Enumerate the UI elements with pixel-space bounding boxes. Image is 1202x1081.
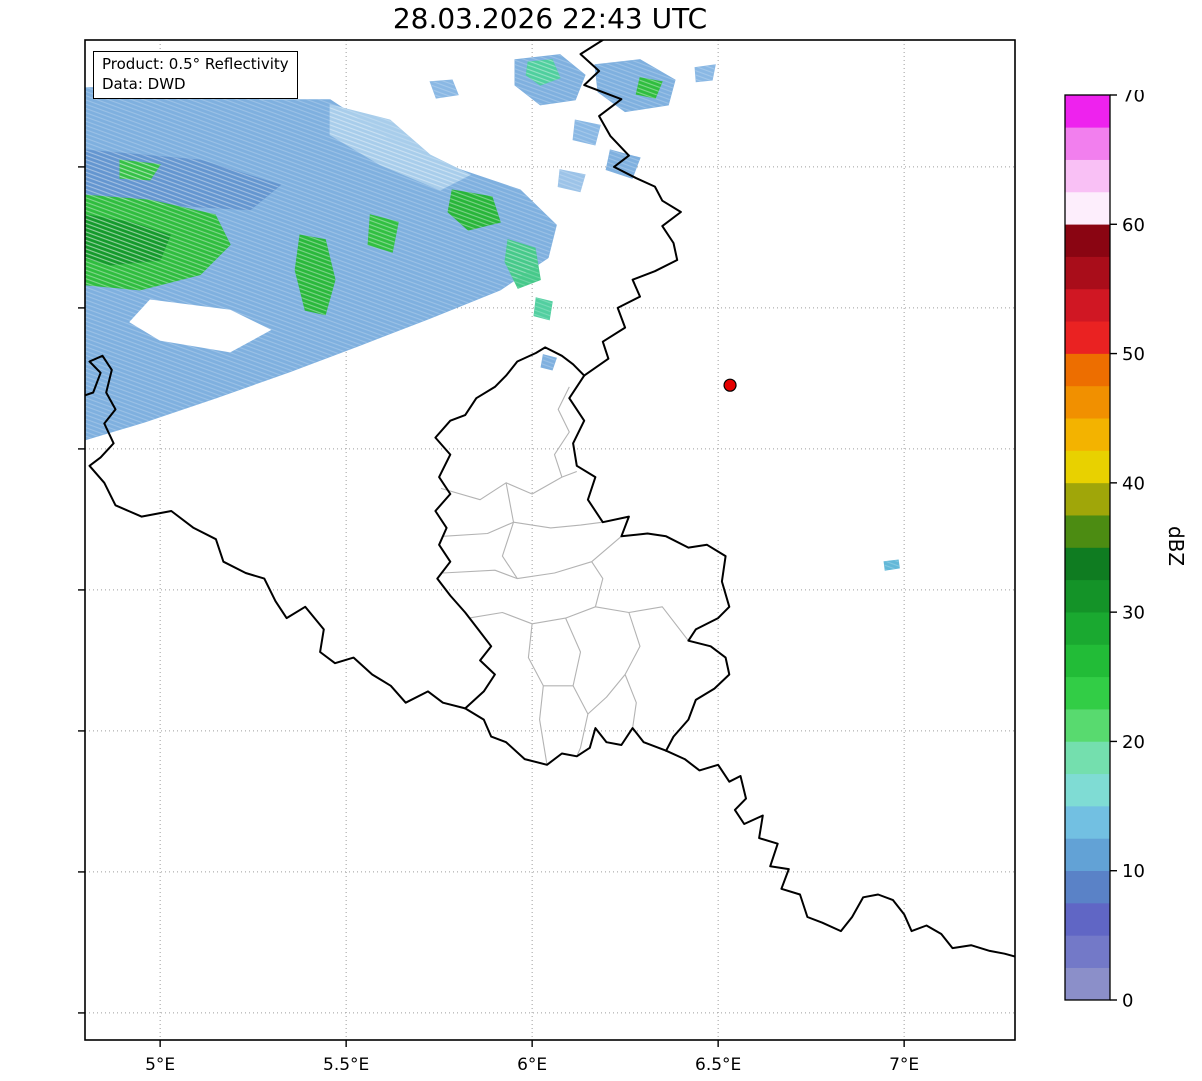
colorbar-band [1065,935,1110,968]
colorbar-tick-label: 60 [1122,215,1145,236]
colorbar-frame [1064,94,1111,1001]
colorbar-band [1065,223,1110,257]
colorbar-tick-label: 20 [1122,732,1145,753]
district-border [501,482,518,579]
x-tick-label: 6.5°E [695,1055,741,1075]
radar-echo-streak-texture [526,59,560,86]
x-tick-label: 6°E [517,1055,547,1075]
colorbar-band [1065,256,1110,290]
colorbar-band [1065,644,1110,678]
colorbar-band [1065,450,1110,484]
colorbar-band [1065,385,1110,419]
colorbar-band [1065,127,1110,160]
radar-echo-streak-texture [448,190,501,231]
radar-echo-streak-texture [85,214,171,265]
x-tick-label: 7°E [889,1055,919,1075]
radar-echo-streak-texture [595,59,675,112]
colorbar-tick-label: 10 [1122,861,1145,882]
district-border [442,535,622,580]
colorbar-band [1065,353,1110,387]
district-border [565,617,589,757]
national-border [568,374,731,752]
radar-echo-streak-texture [884,560,900,571]
district-border-layer [440,386,689,765]
radar-echo-streak-texture [368,214,399,253]
axis-ticks: 5°E5.5°E6°E6.5°E7°E49°N49.25°N49.5°N49.7… [78,166,919,1075]
colorbar-band [1065,191,1110,225]
colorbar-band [1065,579,1110,613]
colorbar-band [1065,482,1110,516]
colorbar-band [1065,902,1110,936]
radar-site-marker [723,378,737,392]
colorbar-band [1065,547,1110,581]
colorbar: 0 10 20 30 40 50 60 70 [1064,90,1145,1012]
radar-echo-streak-texture [120,160,161,180]
radar-echo-streak-texture [430,80,459,99]
district-border [442,521,603,537]
radar-echo-streak-texture [636,77,662,99]
colorbar-band [1065,967,1110,1001]
district-border [553,386,570,478]
national-border [85,354,467,710]
plot-frame [84,39,1016,1041]
colorbar-tick-label: 40 [1122,473,1145,494]
figure-title: 28.03.2026 22:43 UTC [392,2,708,35]
national-border [464,707,668,766]
colorbar-label: dBZ [1164,525,1188,567]
district-border [587,674,626,715]
colorbar-tick-label: 0 [1122,991,1133,1012]
district-border [591,561,604,607]
radar-echo-streak-texture [534,297,553,320]
colorbar-band [1065,514,1110,548]
radar-echo-layer [85,54,900,571]
colorbar-tick-label: 70 [1122,90,1145,107]
national-border [434,346,586,710]
colorbar-band [1065,741,1110,775]
colorbar-band [1065,708,1110,742]
colorbar-band [1065,805,1110,839]
radar-echo-streak-texture [505,239,541,289]
colorbar-band [1065,288,1110,322]
radar-echo-streak-texture [695,64,716,82]
colorbar-band [1065,611,1110,645]
national-border [579,40,682,377]
colorbar-band [1065,870,1110,904]
x-tick-label: 5.5°E [323,1055,369,1075]
colorbar-band [1065,417,1110,451]
national-border-layer [85,40,1015,958]
product-info-box: Product: 0.5° Reflectivity Data: DWD [93,51,298,99]
colorbar-band [1065,773,1110,807]
map-plot: 5°E5.5°E6°E6.5°E7°E49°N49.25°N49.5°N49.7… [78,39,1016,1075]
radar-echo-streak-texture [606,150,640,179]
colorbar-band [1065,676,1110,710]
district-border [468,606,689,642]
colorbar-band [1065,94,1110,128]
district-border [440,470,577,501]
x-tick-label: 5°E [145,1055,175,1075]
radar-echo-streak-texture [573,120,601,145]
radar-echo-streak-texture [541,354,557,370]
product-info-line2: Data: DWD [102,74,186,93]
colorbar-tick-label: 30 [1122,603,1145,624]
radar-echo-streak-texture [295,235,335,315]
radar-echo-streak-texture [330,104,470,190]
colorbar-band [1065,320,1110,354]
colorbar-band [1065,838,1110,872]
colorbar-tick-label: 50 [1122,344,1145,365]
national-border [665,749,1015,958]
radar-echo-streak-texture [558,169,585,192]
product-info-line1: Product: 0.5° Reflectivity [102,55,289,73]
colorbar-band [1065,159,1110,193]
